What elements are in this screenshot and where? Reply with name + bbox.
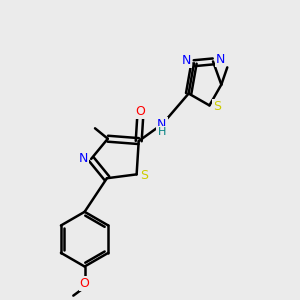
Text: N: N xyxy=(216,52,225,66)
Text: S: S xyxy=(213,100,221,113)
Text: O: O xyxy=(135,106,145,118)
Text: N: N xyxy=(157,118,167,131)
Text: O: O xyxy=(80,277,89,290)
Text: N: N xyxy=(79,152,88,165)
Text: N: N xyxy=(182,54,191,67)
Text: H: H xyxy=(158,127,166,137)
Text: S: S xyxy=(140,169,148,182)
